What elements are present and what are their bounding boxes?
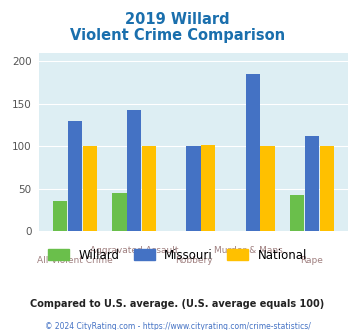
Bar [201, 145, 215, 231]
Text: Rape: Rape [300, 256, 323, 265]
Text: Robbery: Robbery [175, 256, 212, 265]
Bar [305, 136, 319, 231]
Bar [186, 146, 201, 231]
Bar [246, 74, 260, 231]
Text: Murder & Mans...: Murder & Mans... [214, 246, 291, 255]
Text: Aggravated Assault: Aggravated Assault [90, 246, 179, 255]
Legend: Willard, Missouri, National: Willard, Missouri, National [43, 244, 312, 266]
Bar [127, 110, 141, 231]
Text: All Violent Crime: All Violent Crime [37, 256, 113, 265]
Bar [68, 121, 82, 231]
Bar [112, 193, 126, 231]
Bar [261, 146, 275, 231]
Bar [320, 146, 334, 231]
Text: Compared to U.S. average. (U.S. average equals 100): Compared to U.S. average. (U.S. average … [31, 299, 324, 309]
Text: © 2024 CityRating.com - https://www.cityrating.com/crime-statistics/: © 2024 CityRating.com - https://www.city… [45, 322, 310, 330]
Text: Violent Crime Comparison: Violent Crime Comparison [70, 28, 285, 43]
Bar [83, 146, 97, 231]
Bar [53, 201, 67, 231]
Text: 2019 Willard: 2019 Willard [125, 12, 230, 26]
Bar [290, 194, 304, 231]
Bar [142, 146, 156, 231]
